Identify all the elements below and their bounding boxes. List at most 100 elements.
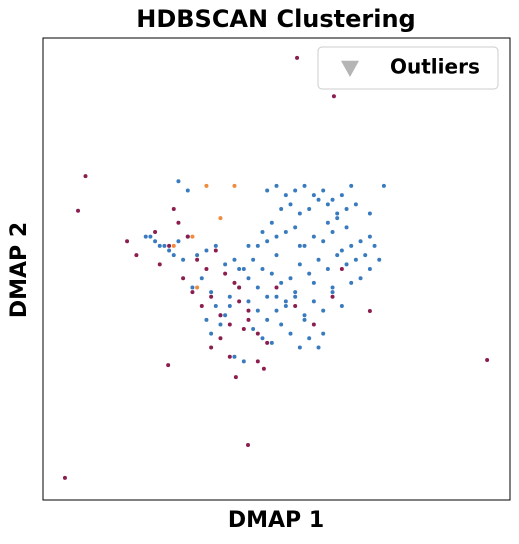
- point: [307, 336, 312, 341]
- point: [288, 331, 293, 336]
- point: [316, 257, 321, 262]
- point: [302, 313, 307, 318]
- point: [349, 243, 354, 248]
- point: [295, 55, 300, 60]
- point: [233, 375, 238, 380]
- point: [166, 363, 171, 368]
- point: [246, 243, 251, 248]
- point: [321, 331, 326, 336]
- point: [307, 271, 312, 276]
- point: [265, 317, 270, 322]
- point: [255, 285, 260, 290]
- point: [223, 262, 228, 267]
- point: [283, 299, 288, 304]
- point: [311, 299, 316, 304]
- point: [293, 303, 298, 308]
- point: [335, 216, 340, 221]
- point: [293, 225, 298, 230]
- point: [269, 340, 274, 345]
- point: [349, 280, 354, 285]
- point: [265, 239, 270, 244]
- point: [167, 248, 172, 253]
- point: [213, 243, 218, 248]
- point: [62, 475, 67, 480]
- point: [213, 248, 218, 253]
- point: [330, 290, 335, 295]
- point: [181, 257, 186, 262]
- point: [311, 322, 316, 327]
- point: [330, 230, 335, 235]
- point: [246, 317, 251, 322]
- point: [260, 267, 265, 271]
- point: [274, 294, 279, 299]
- point: [237, 285, 242, 290]
- point: [157, 243, 162, 248]
- point: [485, 358, 490, 363]
- point: [297, 211, 302, 216]
- point: [246, 299, 251, 304]
- point: [209, 345, 214, 350]
- point: [157, 262, 162, 267]
- point: [261, 366, 266, 371]
- point: [260, 230, 265, 235]
- point: [321, 188, 326, 193]
- point: [335, 211, 340, 216]
- point: [76, 208, 81, 213]
- point: [339, 267, 344, 271]
- point: [372, 243, 377, 248]
- point: [293, 188, 298, 193]
- point: [190, 285, 195, 290]
- point: [204, 183, 209, 188]
- point: [195, 257, 200, 262]
- point: [181, 276, 186, 281]
- point: [283, 303, 288, 308]
- point: [190, 234, 195, 239]
- point: [269, 271, 274, 276]
- point: [148, 234, 153, 239]
- point: [237, 299, 242, 304]
- point: [218, 336, 223, 341]
- point: [288, 202, 293, 207]
- point: [213, 303, 218, 308]
- point: [311, 193, 316, 198]
- point: [232, 354, 237, 359]
- point: [325, 220, 330, 225]
- point: [227, 303, 232, 308]
- point: [223, 271, 228, 276]
- point: [176, 239, 181, 244]
- point: [321, 308, 326, 313]
- point: [358, 276, 363, 281]
- point: [367, 211, 372, 216]
- point: [349, 183, 354, 188]
- point: [288, 276, 293, 281]
- point: [241, 327, 246, 332]
- point: [176, 179, 181, 184]
- point: [227, 354, 232, 359]
- point: [227, 294, 232, 299]
- point: [185, 234, 190, 239]
- point: [302, 317, 307, 322]
- y-axis-label: DMAP 2: [7, 222, 32, 318]
- point: [223, 313, 228, 318]
- point: [367, 309, 372, 314]
- point: [232, 183, 237, 188]
- point: [190, 290, 195, 295]
- point: [260, 336, 265, 341]
- point: [255, 308, 260, 313]
- point: [251, 257, 256, 262]
- point: [330, 294, 335, 299]
- point: [143, 234, 148, 239]
- point: [218, 322, 223, 327]
- point: [307, 206, 312, 211]
- point: [171, 206, 176, 211]
- legend-box: [317, 46, 499, 90]
- point: [311, 234, 316, 239]
- point: [195, 285, 200, 290]
- point: [195, 253, 200, 258]
- point: [302, 243, 307, 248]
- point: [325, 202, 330, 207]
- point: [209, 290, 214, 295]
- point: [204, 248, 209, 253]
- point: [344, 262, 349, 267]
- point: [209, 294, 214, 299]
